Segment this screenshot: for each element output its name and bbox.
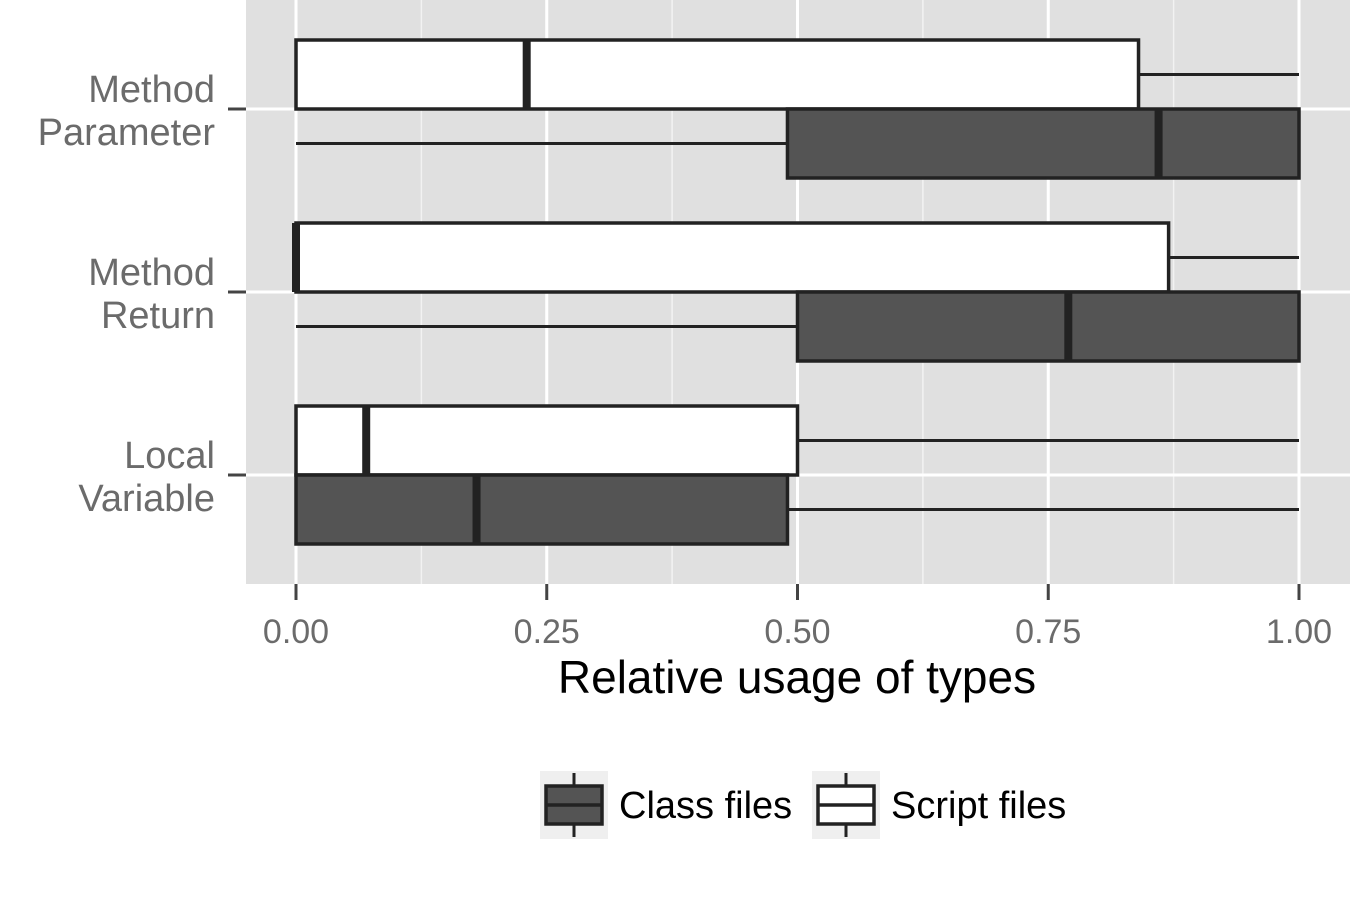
y-category-label: Local Variable [78,435,215,520]
legend-item-class: Class files [540,771,792,839]
x-axis-title: Relative usage of types [558,651,1036,703]
y-category-label-line: Method [88,252,215,294]
x-tick-label: 0.00 [263,613,329,651]
box-iqr [294,221,1171,294]
box-script-0 [294,38,1299,111]
box-marks [292,38,1301,546]
y-category-label: Method Return [88,252,215,337]
legend-label: Script files [891,785,1066,827]
x-axis: 0.00 0.25 0.50 0.75 1.00 [263,584,1332,651]
box-iqr [795,290,1301,363]
legend-item-script: Script files [812,771,1066,839]
legend-label: Class files [619,785,792,827]
box-class-1 [296,290,1301,363]
y-category-label-line: Method [88,69,215,111]
y-category-label: Method Parameter [38,69,216,154]
y-category-label-line: Local [124,435,215,477]
box-class-2 [294,473,1299,546]
x-tick-label: 0.25 [514,613,580,651]
x-tick-label: 0.50 [764,613,830,651]
x-tick-label: 1.00 [1266,613,1332,651]
box-iqr [785,107,1301,180]
y-category-label-line: Parameter [38,112,216,154]
box-iqr [294,404,800,477]
y-category-label-line: Return [101,295,215,337]
y-category-label-line: Variable [78,478,215,520]
box-iqr [294,473,790,546]
legend: Class files Script files [540,771,1066,839]
box-iqr [294,38,1141,111]
x-tick-label: 0.75 [1015,613,1081,651]
box-class-0 [296,107,1301,180]
box-script-1 [292,221,1299,294]
box-script-2 [294,404,1299,477]
